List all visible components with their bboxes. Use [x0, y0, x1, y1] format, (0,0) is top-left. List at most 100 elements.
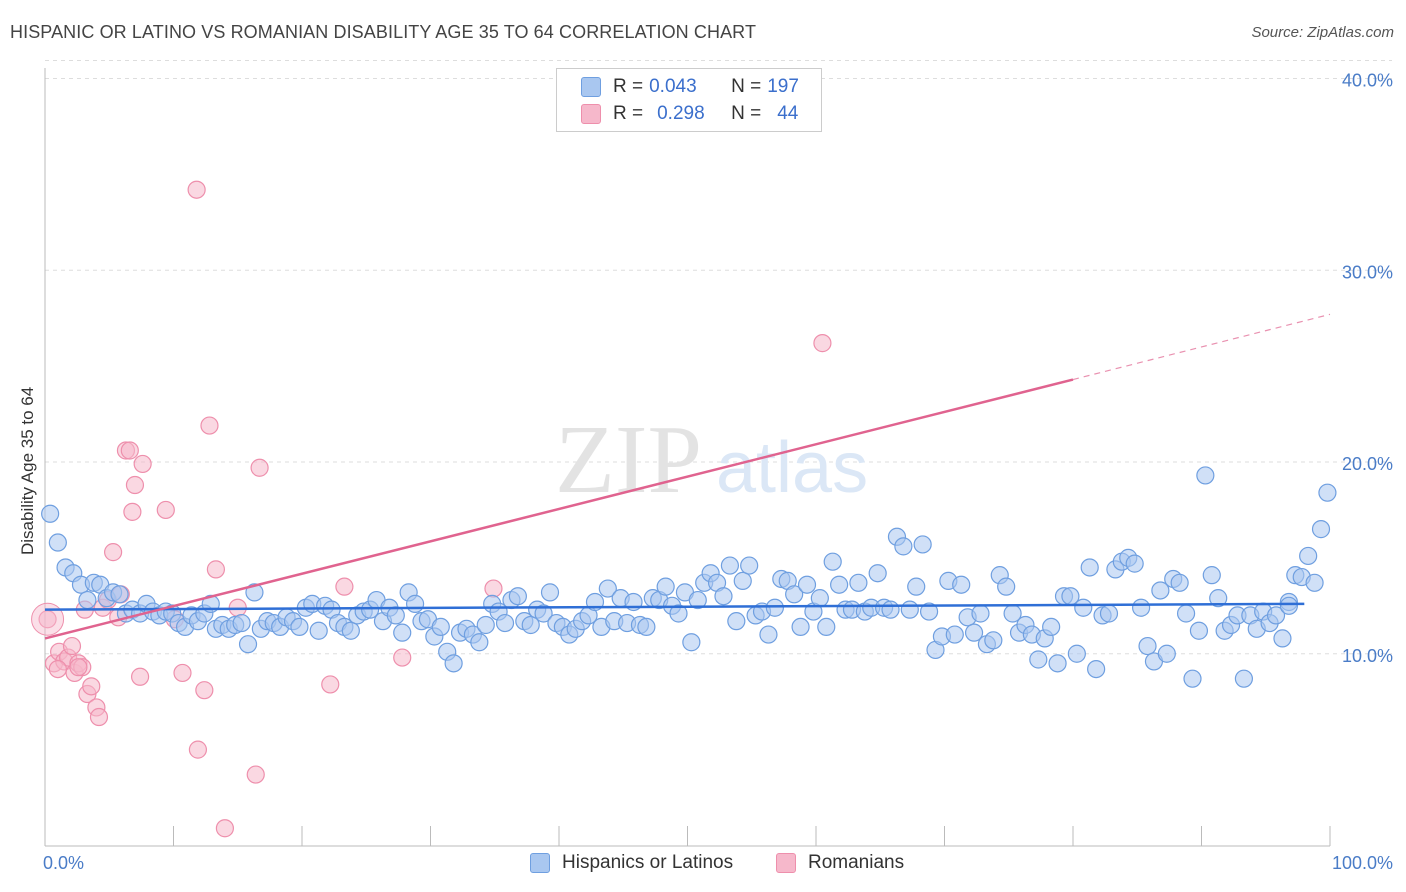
data-point-hispanic	[919, 602, 939, 621]
data-point-hispanic	[1074, 598, 1093, 617]
data-point-romanian	[206, 560, 226, 579]
data-point-hispanic	[1176, 604, 1196, 623]
data-point-romanian	[250, 458, 269, 477]
legend-n-label: N =	[731, 103, 762, 124]
tick-labels: 10.0% 20.0% 30.0% 40.0% 0.0% 100.0%	[43, 71, 1393, 874]
data-point-hispanic	[830, 575, 849, 594]
data-point-hispanic	[476, 615, 495, 635]
hispanics-points	[41, 466, 1337, 688]
legend-swatch-blue	[581, 77, 601, 97]
data-point-hispanic	[785, 585, 804, 604]
data-point-hispanic	[290, 617, 309, 637]
data-point-hispanic	[810, 589, 829, 608]
data-point-romanian	[173, 663, 192, 683]
data-point-hispanic	[431, 617, 450, 637]
data-point-hispanic	[1132, 598, 1151, 617]
data-point-hispanic	[727, 612, 746, 631]
data-point-romanian	[123, 502, 142, 521]
data-point-hispanic	[971, 604, 990, 623]
data-point-hispanic	[1138, 636, 1157, 656]
data-point-hispanic	[997, 577, 1016, 596]
data-point-hispanic	[1189, 621, 1209, 640]
y-tick-label: 30.0%	[1342, 262, 1393, 282]
data-point-hispanic	[682, 633, 701, 652]
data-point-hispanic	[309, 621, 328, 640]
data-point-hispanic	[232, 613, 251, 633]
data-point-hispanic	[1042, 617, 1061, 637]
data-point-hispanic	[688, 590, 707, 610]
data-point-hispanic	[669, 604, 688, 623]
data-point-hispanic	[495, 613, 515, 633]
y-tick-label: 10.0%	[1342, 646, 1393, 666]
watermark-atlas: atlas	[716, 428, 868, 508]
data-point-hispanic	[714, 587, 733, 606]
data-point-hispanic	[656, 577, 675, 596]
trend-line-romanians	[44, 378, 1074, 640]
data-point-romanian	[335, 577, 354, 596]
data-point-hispanic	[470, 633, 489, 652]
data-point-romanian	[69, 658, 88, 677]
data-point-romanian	[187, 180, 206, 199]
data-point-hispanic	[405, 594, 425, 613]
data-point-hispanic	[759, 625, 778, 644]
source-label: Source: ZipAtlas.com	[1251, 24, 1394, 41]
chart-title: HISPANIC OR LATINO VS ROMANIAN DISABILIT…	[10, 22, 757, 42]
data-point-romanian	[89, 707, 109, 727]
data-point-hispanic	[1279, 596, 1298, 615]
data-point-hispanic	[881, 600, 900, 619]
legend-row-hispanics: R = 0.043 N = 197	[581, 75, 799, 99]
data-point-hispanic	[868, 564, 887, 583]
legend-label-hispanics: Hispanics or Latinos	[562, 852, 734, 873]
data-point-romanian	[484, 579, 503, 598]
data-point-hispanic	[508, 587, 527, 606]
data-point-romanian	[195, 681, 214, 700]
data-point-hispanic	[1311, 520, 1331, 539]
data-point-hispanic	[540, 583, 560, 602]
x-tick-label: 100.0%	[1332, 853, 1393, 873]
trend-line-hispanics	[44, 602, 1305, 611]
data-point-hispanic	[78, 590, 97, 610]
grid-lines	[45, 60, 1392, 655]
legend-r-value: 0.043	[649, 76, 697, 97]
data-point-hispanic	[817, 617, 836, 637]
legend-n-label: N =	[731, 76, 762, 97]
data-point-hispanic	[1299, 546, 1318, 566]
y-tick-label: 20.0%	[1342, 454, 1393, 474]
data-point-romanian	[813, 334, 832, 353]
legend-swatch-pink	[776, 853, 796, 873]
data-point-hispanic	[894, 537, 913, 556]
trend-line-romanians-extension	[1072, 313, 1331, 381]
data-point-hispanic	[238, 635, 258, 654]
legend-swatch-pink	[581, 104, 601, 124]
legend-n-value: 197	[767, 76, 799, 97]
data-point-hispanic	[1048, 654, 1067, 673]
data-point-hispanic	[720, 556, 740, 575]
data-point-hispanic	[598, 579, 617, 598]
data-point-hispanic	[913, 535, 932, 554]
data-point-hispanic	[733, 571, 752, 590]
watermark-zip: ZIP	[555, 406, 702, 514]
data-point-hispanic	[386, 606, 405, 625]
data-point-hispanic	[1266, 606, 1286, 625]
data-point-hispanic	[637, 617, 656, 637]
correlation-legend: R = 0.043 N = 197 R = 0.298 N = 44	[556, 68, 822, 132]
data-point-hispanic	[521, 615, 540, 635]
trend-lines	[44, 313, 1331, 640]
data-point-hispanic	[1209, 589, 1228, 608]
data-point-hispanic	[1125, 554, 1144, 573]
data-point-romanian	[62, 636, 82, 656]
data-point-romanian-large	[31, 602, 65, 636]
data-point-hispanic	[791, 617, 810, 637]
data-point-hispanic	[1080, 558, 1099, 577]
data-point-hispanic	[1234, 669, 1254, 688]
watermark: ZIP atlas	[555, 406, 868, 514]
legend-r-label: R =	[613, 103, 644, 124]
data-point-hispanic	[534, 604, 553, 623]
data-point-romanian	[130, 667, 150, 686]
data-point-romanian	[188, 740, 208, 759]
data-point-romanian	[82, 677, 101, 696]
data-point-hispanic	[984, 631, 1003, 650]
data-point-hispanic	[952, 575, 971, 594]
data-point-hispanic	[765, 598, 784, 617]
data-point-romanian	[393, 648, 412, 667]
